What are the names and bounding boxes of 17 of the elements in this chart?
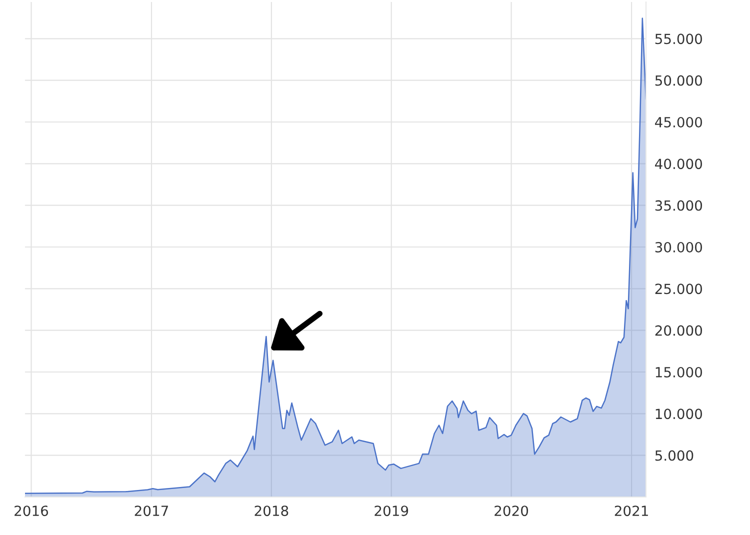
y-tick-label: 15.000	[656, 366, 702, 378]
x-tick-label: 2017	[134, 506, 168, 516]
y-tick-label: 10.000	[656, 408, 702, 420]
x-tick-label: 2018	[254, 506, 288, 516]
y-tick-label: 30.000	[655, 242, 702, 252]
x-tick-label: 2019	[374, 506, 408, 516]
x-tick-label: 2016	[14, 506, 48, 516]
y-tick-label: 25.000	[655, 284, 702, 294]
y-tick-label: 5.000	[655, 450, 694, 461]
x-tick-label: 2021	[614, 506, 648, 516]
y-tick-label: 20.000	[655, 325, 702, 336]
y-tick-label: 50.000	[655, 75, 702, 86]
x-tick-label: 2020	[494, 506, 528, 516]
y-tick-label: 40.000	[655, 158, 702, 170]
y-tick-label: 35.000	[655, 200, 702, 211]
y-tick-label: 55.000	[655, 34, 702, 44]
y-tick-label: 45.000	[655, 116, 702, 128]
